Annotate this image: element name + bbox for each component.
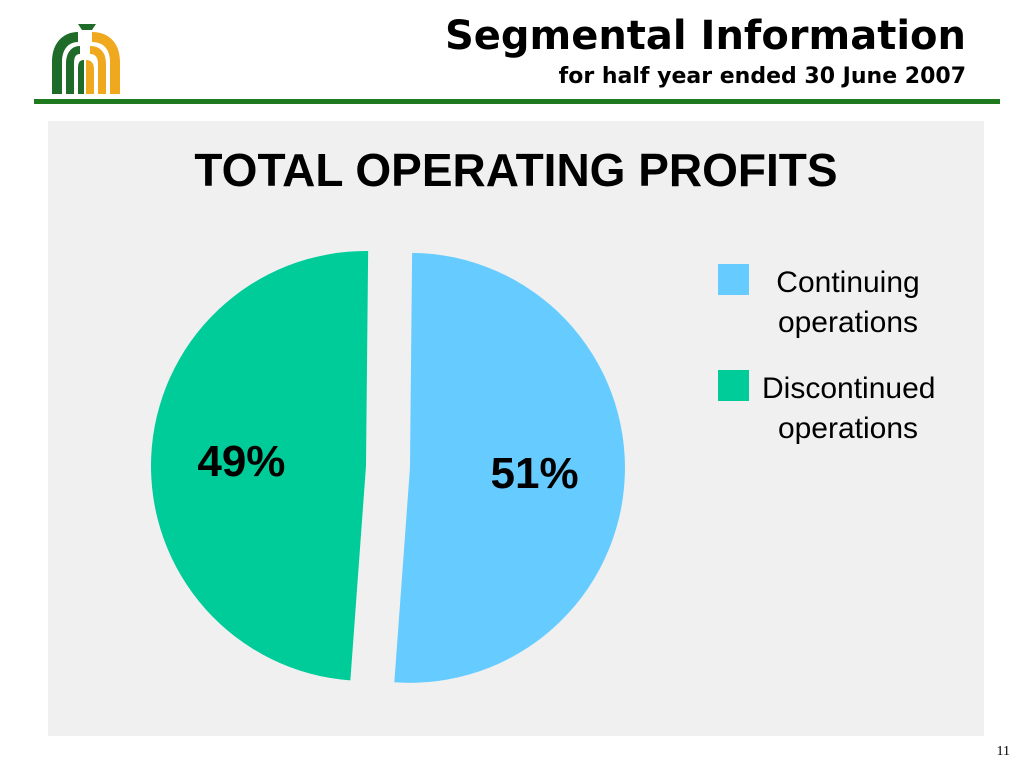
company-logo <box>48 22 122 94</box>
legend-item-continuing: Continuing operations <box>718 263 968 343</box>
legend-label-discontinued: Discontinued operations <box>762 372 936 445</box>
chart-panel: TOTAL OPERATING PROFITS 51% 49% Continuin… <box>48 121 984 736</box>
chart-title: TOTAL OPERATING PROFITS <box>194 144 838 196</box>
legend-swatch-continuing <box>718 264 749 295</box>
header-divider <box>34 99 1000 104</box>
chart-legend: Continuing operations Discontinued opera… <box>718 263 968 475</box>
legend-item-discontinued: Discontinued operations <box>718 369 968 449</box>
pie-label-continuing: 51% <box>491 449 579 498</box>
legend-swatch-discontinued <box>718 370 749 401</box>
page-subtitle: for half year ended 30 June 2007 <box>558 64 966 89</box>
pie-slice-continuing <box>394 252 625 683</box>
page-title: Segmental Information <box>444 13 966 59</box>
pie-slice-discontinued <box>151 251 369 681</box>
legend-label-continuing: Continuing operations <box>776 266 920 339</box>
pie-label-discontinued: 49% <box>197 437 285 486</box>
page-number: 11 <box>996 744 1010 759</box>
pie-chart: 51% 49% <box>151 251 625 683</box>
